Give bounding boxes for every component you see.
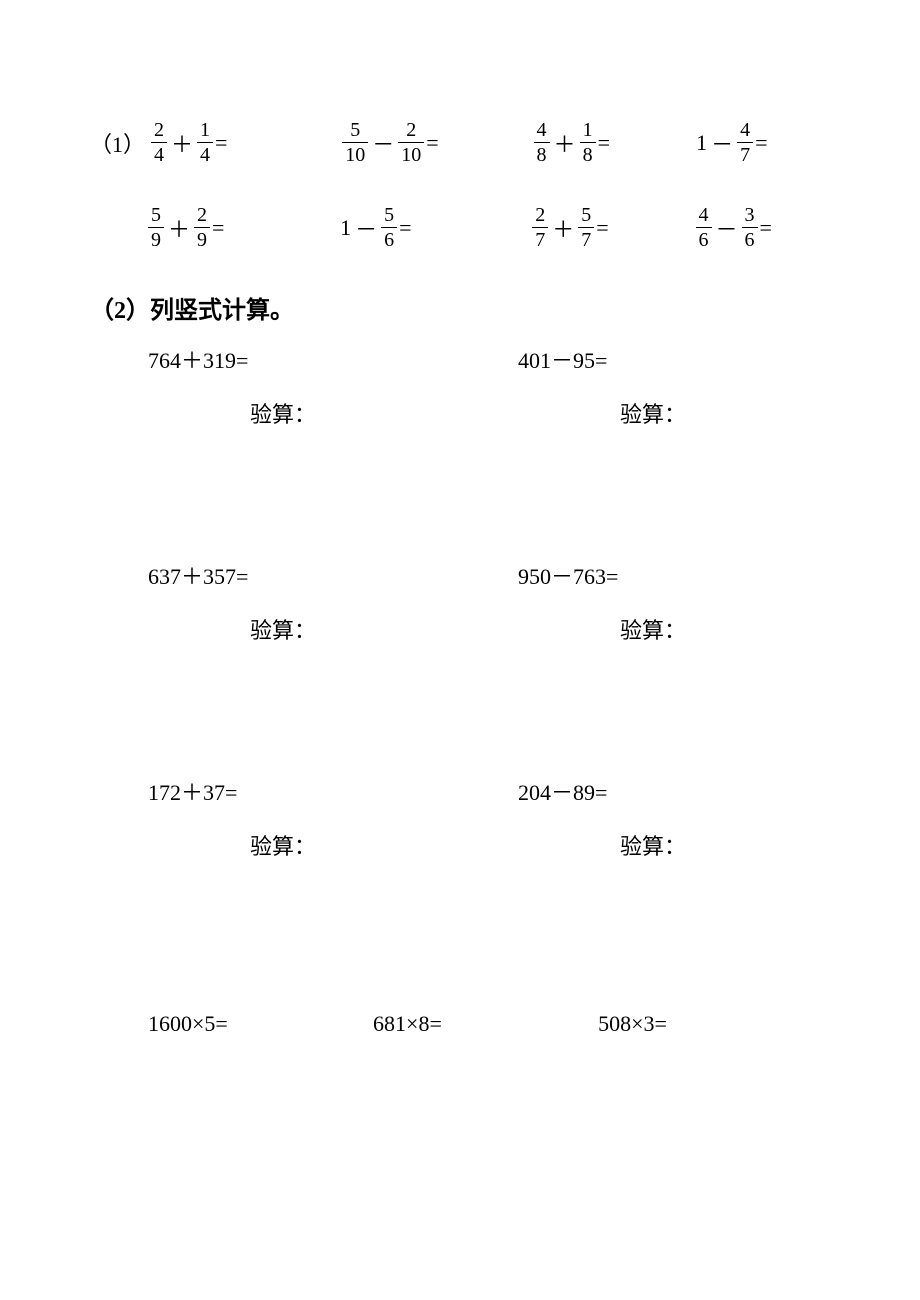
equals: = [594,215,608,241]
operator: － [351,212,381,244]
vertical-pair: 637＋357= 验算： 950－763= 验算： [90,559,830,645]
whole-number: 1 [696,130,707,156]
fraction: 18 [580,120,596,165]
frac-expr: 24 ＋ 14 = [151,120,342,165]
vertical-col-right: 401－95= 验算： [460,343,830,429]
fraction: 36 [742,205,758,250]
vertical-expr: 637＋357= [90,559,460,591]
vertical-expr: 172＋37= [90,775,460,807]
vertical-col-left: 637＋357= 验算： [90,559,460,645]
vertical-expr: 764＋319= [90,343,460,375]
frac-expr: 27 ＋ 57 = [532,205,695,250]
operator: ＋ [548,212,578,244]
equals: = [424,130,438,156]
fraction: 510 [342,120,368,165]
fraction: 47 [737,120,753,165]
vertical-expr: 401－95= [460,343,830,375]
fraction: 29 [194,205,210,250]
fraction: 210 [398,120,424,165]
check-label: 验算： [460,397,830,429]
fraction: 59 [148,205,164,250]
vertical-expr: 950－763= [460,559,830,591]
equals: = [758,215,772,241]
fraction: 56 [381,205,397,250]
section2-title: （2）列竖式计算。 [90,290,830,325]
fraction-row-1: （1） 24 ＋ 14 = 510 － 210 = 48 ＋ 18 = 1 － … [90,120,830,165]
vertical-col-left: 764＋319= 验算： [90,343,460,429]
fraction: 57 [578,205,594,250]
equals: = [213,130,227,156]
operator: － [712,212,742,244]
mult-expr: 1600×5= [148,1011,373,1037]
fraction-row-2: 59 ＋ 29 = 1 － 56 = 27 ＋ 57 = 46 － 36 = [90,205,830,250]
check-label: 验算： [90,829,460,861]
frac-expr: 48 ＋ 18 = [534,120,697,165]
operator: ＋ [164,212,194,244]
frac-expr: 46 － 36 = [696,205,830,250]
frac-expr: 1 － 56 = [340,205,532,250]
operator: － [707,127,737,159]
check-label: 验算： [460,613,830,645]
check-label: 验算： [90,397,460,429]
operator: ＋ [550,127,580,159]
check-label: 验算： [90,613,460,645]
vertical-pair: 764＋319= 验算： 401－95= 验算： [90,343,830,429]
mult-row: 1600×5= 681×8= 508×3= [90,1011,830,1037]
vertical-col-right: 204－89= 验算： [460,775,830,861]
mult-expr: 681×8= [373,1011,598,1037]
whole-number: 1 [340,215,351,241]
fraction: 46 [696,205,712,250]
vertical-expr: 204－89= [460,775,830,807]
vertical-pair: 172＋37= 验算： 204－89= 验算： [90,775,830,861]
frac-expr: 59 ＋ 29 = [148,205,340,250]
frac-expr: 1 － 47 = [696,120,830,165]
vertical-col-left: 172＋37= 验算： [90,775,460,861]
section1-label: （1） [90,127,145,159]
equals: = [596,130,610,156]
check-label: 验算： [460,829,830,861]
vertical-col-right: 950－763= 验算： [460,559,830,645]
mult-expr: 508×3= [598,1011,823,1037]
equals: = [753,130,767,156]
equals: = [397,215,411,241]
frac-expr: 510 － 210 = [342,120,533,165]
fraction: 24 [151,120,167,165]
equals: = [210,215,224,241]
fraction: 14 [197,120,213,165]
fraction: 48 [534,120,550,165]
fraction: 27 [532,205,548,250]
operator: ＋ [167,127,197,159]
operator: － [368,127,398,159]
